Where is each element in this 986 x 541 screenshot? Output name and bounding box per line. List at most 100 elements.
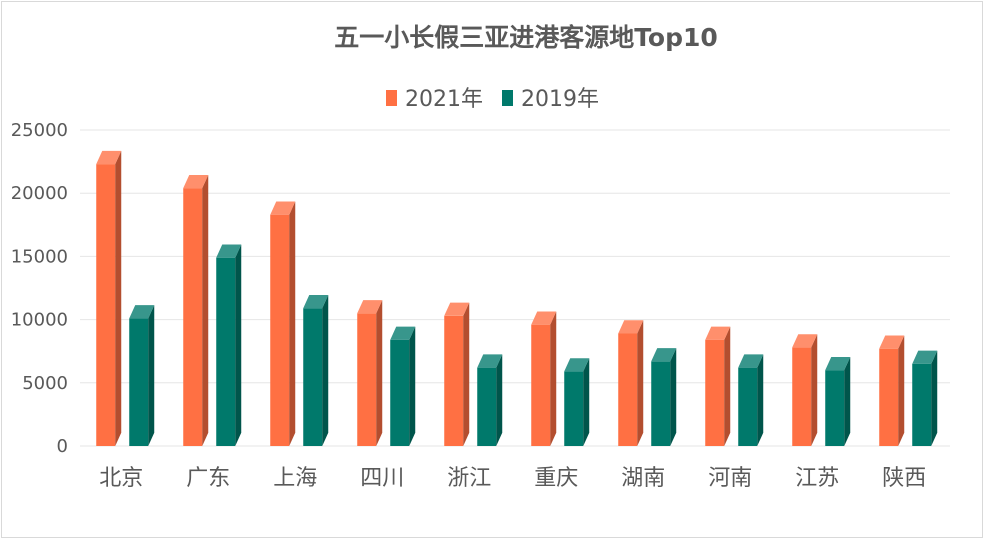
x-category-label: 四川 <box>360 466 404 491</box>
bar-side <box>463 302 470 446</box>
bar-side <box>322 295 329 446</box>
bar-2019-9 <box>912 350 938 446</box>
bar-top <box>270 201 296 215</box>
x-category-label: 广东 <box>186 466 230 491</box>
x-category-label: 浙江 <box>447 466 491 491</box>
bar-side <box>289 201 296 446</box>
bar-top <box>738 354 764 368</box>
bar-front <box>357 313 377 446</box>
x-category-label: 上海 <box>273 466 317 491</box>
bar-2021-6 <box>618 320 644 446</box>
bar-front <box>216 257 236 446</box>
bar-top <box>651 348 677 362</box>
bar-front <box>825 370 845 446</box>
bar-2019-7 <box>738 354 764 446</box>
bar-top <box>129 305 155 319</box>
bar-front <box>477 367 497 446</box>
legend-label-2021: 2021年 <box>405 87 483 112</box>
bars <box>96 150 938 447</box>
chart-title: 五一小长假三亚进港客源地Top10 <box>334 23 718 52</box>
bar-side <box>115 150 122 447</box>
bar-side <box>376 300 383 446</box>
x-category-label: 陕西 <box>882 466 926 491</box>
bar-top <box>390 326 416 340</box>
bar-side <box>670 348 677 446</box>
bar-2021-0 <box>96 150 122 447</box>
bar-front <box>129 318 149 446</box>
bar-2021-7 <box>705 326 731 446</box>
y-tick-label: 20000 <box>11 183 68 204</box>
y-tick-label: 15000 <box>11 246 68 267</box>
x-axis: 北京 广东 上海 四川 浙江 重庆 湖南 河南 江苏 陕西 <box>99 466 926 491</box>
bar-top <box>531 311 557 325</box>
bar-top <box>183 174 209 189</box>
bar-2019-2 <box>303 295 329 446</box>
bar-2019-3 <box>390 326 416 446</box>
bar-front <box>738 367 758 446</box>
y-tick-label: 10000 <box>11 310 68 331</box>
y-tick-label: 5000 <box>22 373 68 394</box>
bar-top <box>564 358 590 372</box>
bar-top <box>357 300 383 314</box>
bar-front <box>618 333 638 446</box>
bar-front <box>531 324 551 446</box>
x-category-label: 江苏 <box>795 466 839 491</box>
bar-top <box>216 244 242 258</box>
legend-swatch-2019 <box>502 90 513 106</box>
bar-front <box>183 188 203 447</box>
bar-side <box>409 326 416 446</box>
bar-top <box>792 334 818 348</box>
bar-front <box>564 371 584 446</box>
y-tick-label: 25000 <box>11 120 68 141</box>
bar-top <box>444 302 470 316</box>
x-category-label: 湖南 <box>621 466 665 491</box>
x-category-label: 重庆 <box>534 466 578 491</box>
bar-top <box>303 295 329 309</box>
bar-top <box>825 356 851 371</box>
bar-front <box>705 339 725 446</box>
bar-2021-2 <box>270 201 296 446</box>
bar-side <box>550 311 557 446</box>
bar-side <box>637 320 644 446</box>
bar-side <box>496 354 503 446</box>
bar-2019-8 <box>825 356 851 446</box>
bar-2021-5 <box>531 311 557 446</box>
bar-2021-4 <box>444 302 470 446</box>
bar-2021-8 <box>792 334 818 446</box>
bar-front <box>270 214 290 446</box>
bar-front <box>879 348 899 446</box>
legend-label-2019: 2019年 <box>521 87 599 112</box>
bar-front <box>792 347 812 446</box>
legend-item-2021: 2021年 <box>386 87 483 112</box>
bar-2019-0 <box>129 305 155 446</box>
bar-side <box>898 335 905 446</box>
bar-2021-9 <box>879 335 905 446</box>
bar-front <box>390 339 410 446</box>
bar-top <box>912 350 938 364</box>
legend-swatch-2021 <box>386 90 397 106</box>
y-tick-label: 0 <box>57 436 68 457</box>
bar-2019-4 <box>477 354 503 446</box>
bar-top <box>705 326 731 340</box>
bar-side <box>931 350 938 446</box>
bar-top <box>879 335 905 349</box>
bar-front <box>912 363 932 446</box>
bar-side <box>583 358 590 446</box>
bar-2021-3 <box>357 300 383 446</box>
bar-2019-1 <box>216 244 242 446</box>
y-axis: 0 5000 10000 15000 20000 25000 <box>11 120 68 457</box>
x-category-label: 北京 <box>99 466 143 491</box>
bar-top <box>477 354 503 368</box>
bar-side <box>844 356 851 446</box>
bar-2021-1 <box>183 174 209 447</box>
legend: 2021年 2019年 <box>386 87 599 112</box>
gridlines <box>80 129 950 447</box>
bar-front <box>96 164 116 447</box>
bar-side <box>202 174 209 446</box>
bar-top <box>96 150 122 165</box>
bar-front <box>651 361 671 446</box>
bar-2019-5 <box>564 358 590 446</box>
bar-side <box>724 326 731 446</box>
